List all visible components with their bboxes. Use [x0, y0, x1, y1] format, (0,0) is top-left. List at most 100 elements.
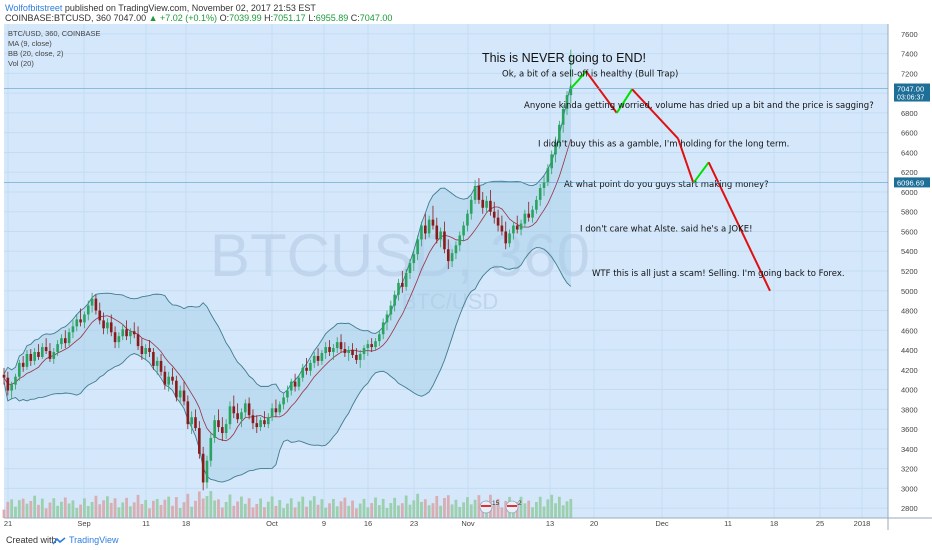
y-tick-label: 3800 — [901, 405, 918, 414]
candle-body — [251, 415, 255, 424]
candle-body — [167, 376, 170, 385]
y-tick-label: 4600 — [901, 326, 918, 335]
volume-bar — [86, 505, 90, 518]
candle-body — [205, 460, 209, 483]
candle-body — [393, 294, 396, 306]
annotation-text: I don't care what Alste. said he's a JOK… — [580, 225, 752, 235]
y-tick-label: 3600 — [901, 425, 918, 434]
x-tick-label: 21 — [4, 519, 12, 528]
candle-body — [14, 376, 17, 385]
author-link[interactable]: Wolfofbitstreet — [5, 3, 63, 13]
candle-body — [117, 336, 121, 343]
x-tick-label: 25 — [816, 519, 824, 528]
candle-body — [90, 298, 94, 306]
publish-text: published on TradingView.com, November 0… — [64, 3, 316, 13]
volume-bar — [174, 497, 178, 518]
close-value: 7047.00 — [359, 13, 393, 23]
y-tick-label: 5200 — [901, 267, 918, 276]
y-tick-label: 3000 — [901, 484, 918, 493]
x-tick-label: 18 — [770, 519, 778, 528]
volume-bar — [328, 503, 331, 518]
volume-bar — [121, 502, 125, 518]
volume-bar — [316, 504, 320, 518]
current-price-tag — [894, 83, 930, 102]
candle-body — [232, 406, 236, 414]
candle-body — [466, 213, 469, 226]
projection-up-segment — [692, 161, 710, 184]
volume-bar — [136, 494, 140, 518]
price-change: ▲ +7.02 (+0.1%) — [148, 13, 218, 23]
y-tick-label: 6400 — [901, 148, 918, 157]
candle-body — [554, 142, 557, 155]
candle-body — [274, 408, 278, 413]
candle-body — [98, 310, 102, 321]
candle-body — [542, 182, 546, 189]
candle-body — [132, 331, 136, 335]
x-tick-label: Dec — [655, 519, 669, 528]
x-tick-label: 23 — [410, 519, 418, 528]
volume-bar — [569, 498, 573, 518]
candle-body — [435, 225, 439, 240]
tradingview-link[interactable]: TradingView — [52, 535, 119, 545]
volume-bar — [469, 504, 473, 518]
volume-bar — [128, 506, 132, 518]
candle-body — [535, 199, 538, 210]
volume-bar — [117, 507, 121, 518]
volume-bar — [412, 500, 416, 518]
candle-body — [439, 231, 442, 240]
candle-body — [228, 406, 232, 425]
candle-body — [515, 225, 519, 230]
volume-bar — [347, 505, 351, 518]
candle-body — [416, 239, 419, 255]
event-flag-stripe — [481, 505, 491, 507]
volume-bar — [523, 503, 527, 518]
candle-body — [477, 186, 481, 200]
candle-body — [2, 374, 6, 378]
candle-body — [194, 417, 197, 429]
candle-body — [550, 154, 553, 169]
volume-bar — [94, 495, 98, 518]
volume-bar — [312, 496, 316, 518]
candle-body — [473, 186, 477, 200]
volume-bar — [106, 496, 109, 518]
candle-body — [397, 282, 400, 295]
high-value: 7051.17 — [273, 13, 306, 23]
volume-bar — [151, 500, 155, 518]
volume-bar — [343, 497, 347, 518]
projection-down-segment — [585, 70, 618, 114]
volume-bar — [236, 501, 240, 518]
volume-bar — [527, 500, 531, 518]
volume-bar — [362, 498, 366, 518]
x-tick-label: Oct — [266, 519, 279, 528]
volume-bar — [554, 503, 557, 518]
candle-body — [29, 353, 33, 361]
volume-bar — [557, 496, 561, 518]
volume-bar — [224, 501, 228, 518]
candle-body — [278, 404, 282, 413]
candle-body — [224, 424, 228, 434]
volume-bar — [542, 506, 546, 518]
volume-bar — [496, 498, 500, 518]
candle-body — [178, 390, 182, 398]
volume-bar — [331, 499, 335, 518]
volume-bar — [63, 497, 67, 518]
volume-bar — [21, 498, 25, 518]
candle-body — [385, 314, 389, 323]
candle-body — [6, 377, 10, 391]
volume-bar — [17, 500, 21, 518]
volume-bar — [538, 496, 542, 518]
low-value: 6955.89 — [315, 13, 349, 23]
event-count: 2 — [518, 500, 522, 507]
candle-body — [381, 322, 385, 335]
y-tick-label: 5400 — [901, 247, 918, 256]
candle-body — [408, 263, 412, 273]
event-flag-stripe — [507, 505, 517, 507]
volume-bar — [52, 498, 56, 518]
candle-body — [351, 350, 354, 355]
volume-bar — [439, 505, 443, 518]
candle-body — [109, 322, 113, 333]
candle-body — [324, 347, 328, 354]
volume-bar — [320, 499, 324, 518]
volume-bar — [148, 508, 151, 518]
